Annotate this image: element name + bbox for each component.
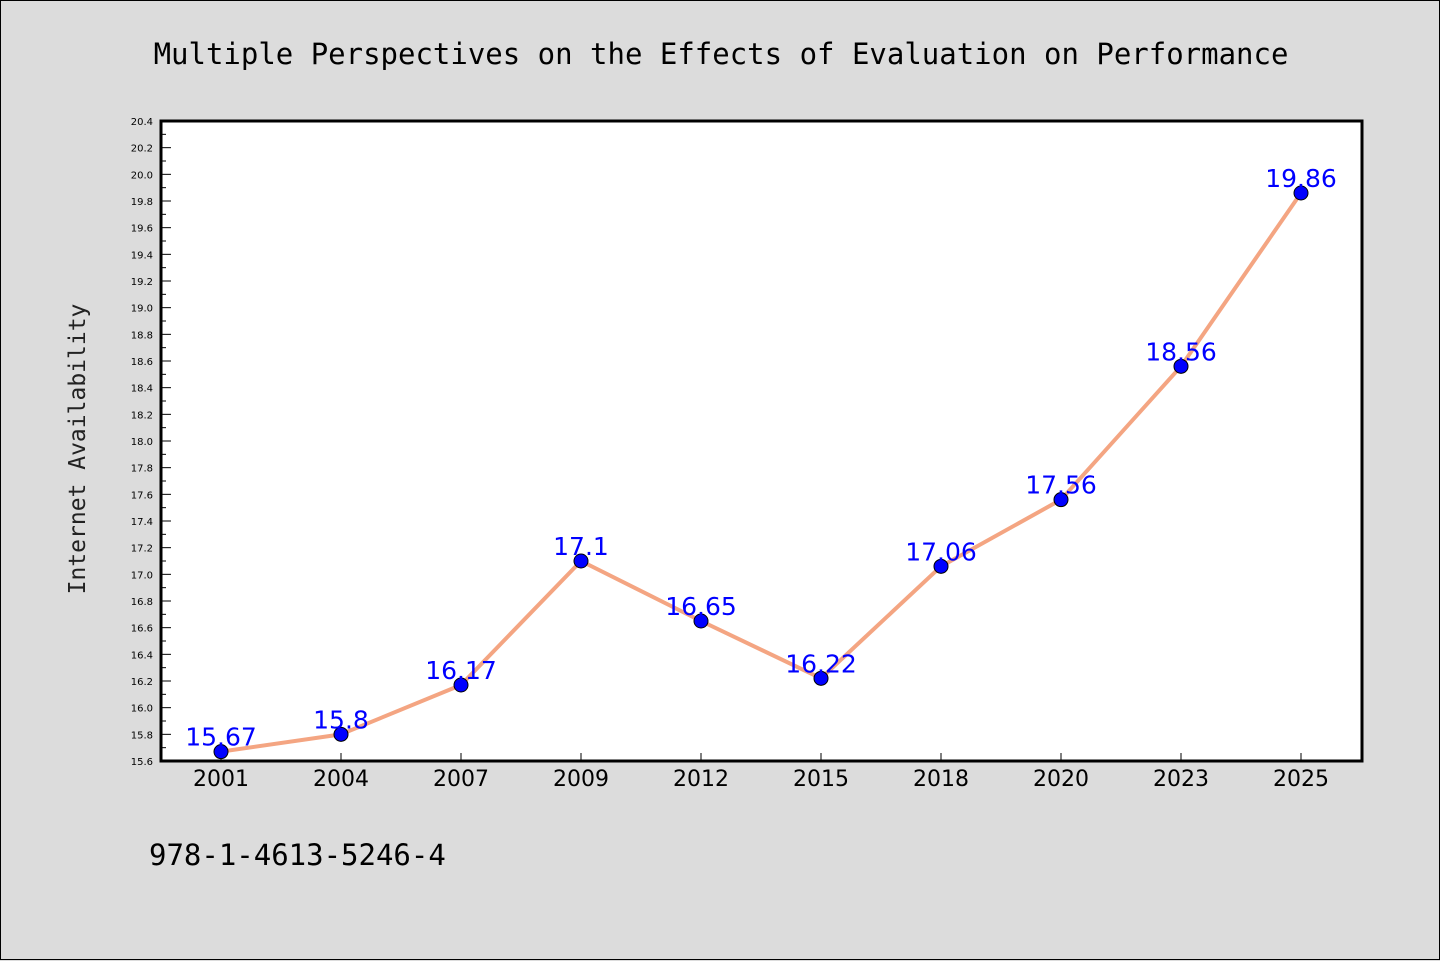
data-point xyxy=(573,553,589,569)
x-tick-label: 2001 xyxy=(193,767,249,792)
y-tick-label: 18.6 xyxy=(131,357,153,368)
y-tick-label: 16.0 xyxy=(131,704,153,715)
y-tick-label: 18.0 xyxy=(131,437,153,448)
data-label: 17.56 xyxy=(1025,471,1097,500)
data-point xyxy=(213,744,229,760)
y-tick-label: 20.0 xyxy=(131,170,153,181)
y-tick-label: 17.6 xyxy=(131,490,153,501)
x-tick-label: 2023 xyxy=(1153,767,1209,792)
y-tick-label: 19.0 xyxy=(131,304,153,315)
y-tick-label: 16.4 xyxy=(131,650,153,661)
x-tick-label: 2015 xyxy=(793,767,849,792)
y-tick-label: 17.8 xyxy=(131,464,153,475)
series-layer xyxy=(213,185,1309,760)
y-tick-label: 18.4 xyxy=(131,384,153,395)
y-tick-label: 18.2 xyxy=(131,410,153,421)
data-point xyxy=(1293,185,1309,201)
data-label: 17.1 xyxy=(553,532,609,561)
y-axis-ticks: 15.6 15.8 16.0 16.2 16.4 16.6 16.8 17.0 17.2 17.4… xyxy=(131,117,171,768)
x-tick-label: 2018 xyxy=(913,767,969,792)
data-label: 18.56 xyxy=(1145,337,1217,366)
data-point xyxy=(1053,492,1069,508)
x-tick-label: 2025 xyxy=(1273,767,1329,792)
y-tick-label: 20.2 xyxy=(131,144,153,155)
y-axis-label: Internet Availability xyxy=(65,304,91,595)
data-label: 16.17 xyxy=(425,656,497,685)
data-label: 16.65 xyxy=(665,592,737,621)
y-tick-label: 19.2 xyxy=(131,277,153,288)
y-tick-label: 17.4 xyxy=(131,517,153,528)
data-point xyxy=(693,613,709,629)
y-tick-label: 19.6 xyxy=(131,224,153,235)
x-tick-label: 2020 xyxy=(1033,767,1089,792)
data-point xyxy=(933,558,949,574)
data-point xyxy=(813,670,829,686)
y-tick-label: 16.2 xyxy=(131,677,153,688)
x-axis-ticks: 2001 2004 2007 2009 2012 2015 2018 2020 2023 2025 xyxy=(193,753,1329,792)
data-point xyxy=(333,726,349,742)
chart-title: Multiple Perspectives on the Effects of … xyxy=(154,37,1289,71)
y-tick-label: 17.2 xyxy=(131,544,153,555)
y-tick-label: 16.8 xyxy=(131,597,153,608)
series-line xyxy=(220,191,1303,754)
data-label: 17.06 xyxy=(905,537,977,566)
data-label: 19.86 xyxy=(1265,164,1337,193)
data-point xyxy=(1173,358,1189,374)
data-labels: 15.67 15.8 16.17 17.1 16.65 16.22 17.06 17.56 18… xyxy=(185,164,1337,752)
x-tick-label: 2009 xyxy=(553,767,609,792)
y-tick-label: 20.4 xyxy=(131,117,153,128)
y-tick-label: 16.6 xyxy=(131,624,153,635)
isbn-text: 978-1-4613-5246-4 xyxy=(149,838,446,872)
x-tick-label: 2007 xyxy=(433,767,489,792)
data-label: 15.67 xyxy=(185,723,257,752)
x-tick-label: 2012 xyxy=(673,767,729,792)
y-tick-label: 19.4 xyxy=(131,250,153,261)
plot-area xyxy=(159,119,1364,763)
x-tick-label: 2004 xyxy=(313,767,369,792)
y-tick-label: 18.8 xyxy=(131,330,153,341)
y-tick-label: 15.8 xyxy=(131,730,153,741)
data-label: 16.22 xyxy=(785,649,857,678)
data-label: 15.8 xyxy=(313,705,369,734)
y-tick-label: 17.0 xyxy=(131,570,153,581)
y-tick-label: 15.6 xyxy=(131,757,153,768)
data-point xyxy=(453,677,469,693)
y-tick-label: 19.8 xyxy=(131,197,153,208)
